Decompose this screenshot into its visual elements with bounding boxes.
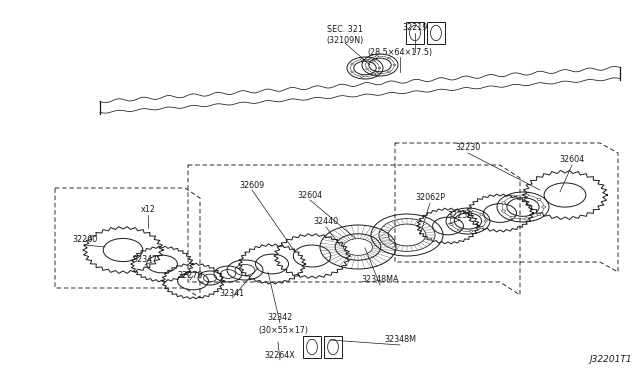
Ellipse shape [351,71,353,73]
Text: 32604: 32604 [559,155,584,164]
Text: 32260: 32260 [72,235,98,244]
Ellipse shape [388,71,390,73]
Bar [324,336,342,358]
Ellipse shape [542,206,546,208]
Text: 32062P: 32062P [415,193,445,202]
Ellipse shape [480,227,483,229]
Text: 32440: 32440 [314,218,339,227]
Text: (28.5×64×17.5): (28.5×64×17.5) [367,48,433,57]
Ellipse shape [360,59,363,60]
Text: 32219: 32219 [403,23,428,32]
Ellipse shape [502,210,506,212]
Ellipse shape [372,74,375,76]
Text: 32250: 32250 [447,211,473,219]
Ellipse shape [469,230,473,232]
Ellipse shape [378,67,381,69]
Text: 32230: 32230 [456,144,481,153]
Ellipse shape [525,218,529,220]
Ellipse shape [365,68,369,70]
Text: 32342: 32342 [268,314,292,323]
Ellipse shape [351,63,353,65]
Ellipse shape [458,211,461,213]
Ellipse shape [537,198,541,201]
Ellipse shape [360,76,363,77]
Ellipse shape [393,64,396,66]
Ellipse shape [469,210,473,212]
Text: 32348M: 32348M [384,336,416,344]
Text: 32609: 32609 [239,180,264,189]
Text: 32604: 32604 [298,190,323,199]
Ellipse shape [525,194,529,196]
Ellipse shape [365,60,369,62]
Text: 32270: 32270 [177,270,203,279]
Text: 32264X: 32264X [264,350,296,359]
Ellipse shape [511,216,515,218]
Text: (30×55×17): (30×55×17) [258,326,308,334]
Bar [427,22,445,44]
Text: 32347: 32347 [132,256,157,264]
Ellipse shape [480,213,483,215]
Ellipse shape [484,220,487,222]
Text: 32341: 32341 [220,289,244,298]
Text: 32348MA: 32348MA [361,276,399,285]
Ellipse shape [537,214,541,216]
Ellipse shape [511,195,515,198]
Text: x12: x12 [141,205,156,215]
Ellipse shape [376,73,378,74]
Ellipse shape [450,217,453,218]
Ellipse shape [372,60,375,62]
Ellipse shape [458,229,461,231]
Ellipse shape [376,55,378,57]
Text: J32201T1: J32201T1 [589,355,632,364]
Ellipse shape [502,202,506,204]
Text: SEC. 321
(32109N): SEC. 321 (32109N) [326,25,364,45]
Ellipse shape [388,57,390,59]
Bar [303,336,321,358]
Bar [406,22,424,44]
Ellipse shape [450,224,453,225]
